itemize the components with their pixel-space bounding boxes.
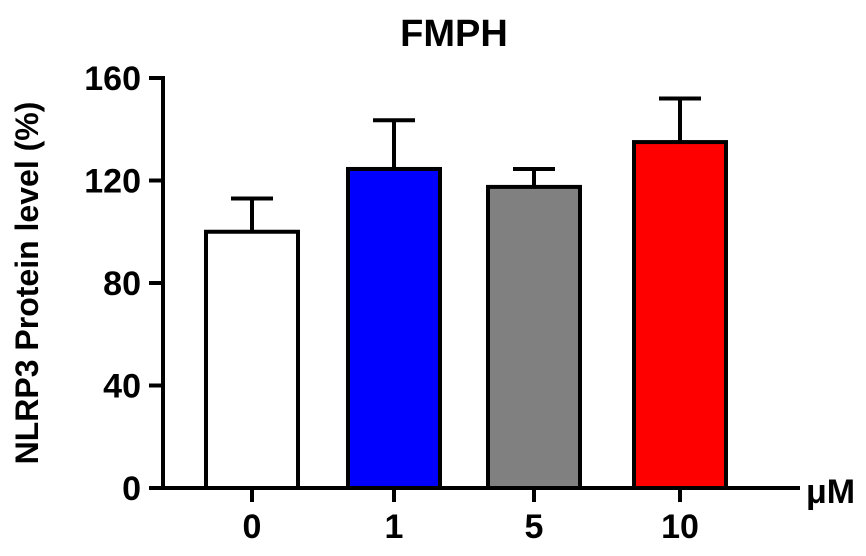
axes-layer: 0 1 5 10 0 40 80 120 160 (84, 60, 800, 546)
y-tick-label: 40 (103, 368, 141, 406)
y-axis-label: NLRP3 Protein level (%) (9, 102, 45, 465)
bar-5 (486, 184, 582, 490)
y-tick-label: 0 (122, 470, 141, 508)
bar-10 (632, 140, 728, 490)
x-tick-label: 5 (525, 508, 544, 546)
x-axis-unit-label: μM (806, 473, 855, 511)
bars-layer (204, 96, 728, 490)
x-tick-label: 1 (385, 508, 404, 546)
bar-1 (346, 166, 442, 490)
x-tick-label: 0 (243, 508, 262, 546)
y-tick-label: 80 (103, 265, 141, 303)
y-tick-label: 160 (84, 60, 141, 98)
y-tick-label: 120 (84, 163, 141, 201)
bar-0 (204, 229, 300, 490)
chart-title: FMPH (400, 13, 508, 55)
x-tick-label: 10 (661, 508, 699, 546)
